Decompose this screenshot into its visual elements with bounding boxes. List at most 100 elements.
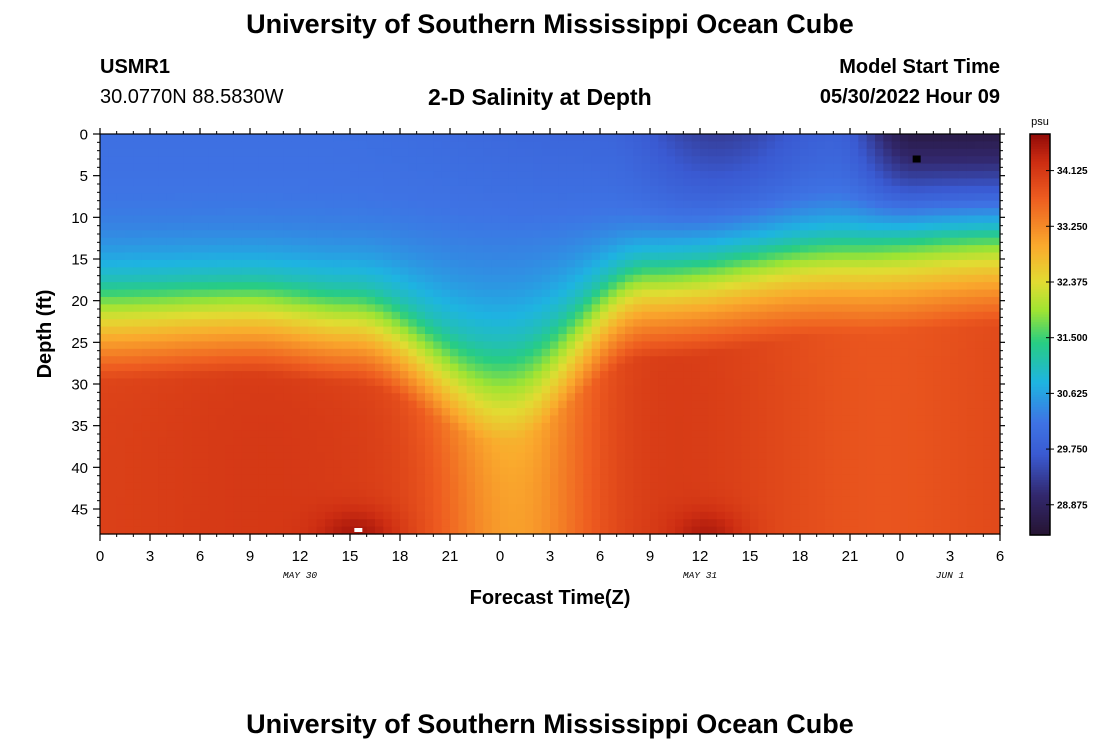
heatmap-cell — [441, 193, 451, 202]
heatmap-cell — [541, 311, 551, 320]
heatmap-cell — [850, 482, 859, 491]
heatmap-cell — [533, 519, 543, 528]
heatmap-cell — [850, 289, 859, 298]
heatmap-cell — [125, 208, 134, 217]
heatmap-cell — [583, 208, 593, 217]
heatmap-cell — [450, 393, 459, 402]
heatmap-cell — [333, 356, 343, 365]
heatmap-cell — [266, 467, 276, 476]
heatmap-cell — [825, 326, 834, 335]
heatmap-cell — [308, 467, 318, 476]
heatmap-cell — [208, 178, 218, 187]
heatmap-cell — [250, 400, 259, 409]
heatmap-cell — [125, 474, 134, 483]
heatmap-cell — [383, 408, 393, 417]
heatmap-cell — [450, 215, 459, 224]
heatmap-cell — [275, 348, 284, 357]
heatmap-cell — [850, 267, 859, 276]
heatmap-cell — [625, 437, 634, 446]
heatmap-cell — [866, 237, 876, 246]
heatmap-cell — [750, 185, 759, 194]
heatmap-cell — [491, 482, 501, 491]
heatmap-cell — [216, 437, 226, 446]
heatmap-cell — [650, 385, 659, 394]
heatmap-cell — [216, 415, 226, 424]
heatmap-cell — [125, 393, 134, 402]
heatmap-cell — [275, 319, 284, 328]
heatmap-cell — [491, 393, 501, 402]
heatmap-cell — [616, 141, 626, 150]
heatmap-cell — [858, 430, 868, 439]
heatmap-cell — [858, 171, 868, 180]
heatmap-cell — [375, 363, 384, 372]
heatmap-cell — [708, 178, 718, 187]
heatmap-cell — [466, 259, 476, 268]
heatmap-cell — [675, 193, 684, 202]
heatmap-cell — [633, 334, 643, 343]
heatmap-cell — [525, 245, 534, 254]
heatmap-cell — [600, 445, 609, 454]
heatmap-cell — [633, 526, 643, 535]
heatmap-cell — [200, 178, 209, 187]
heatmap-cell — [225, 326, 234, 335]
heatmap-cell — [191, 334, 201, 343]
heatmap-cell — [808, 296, 818, 305]
heatmap-cell — [525, 496, 534, 505]
heatmap-cell — [108, 371, 118, 380]
heatmap-cell — [700, 371, 709, 380]
heatmap-cell — [391, 141, 401, 150]
heatmap-cell — [366, 296, 376, 305]
heatmap-cell — [108, 134, 118, 143]
heatmap-cell — [500, 437, 509, 446]
heatmap-cell — [408, 519, 418, 528]
heatmap-cell — [408, 289, 418, 298]
heatmap-cell — [483, 504, 493, 513]
heatmap-cell — [191, 415, 201, 424]
heatmap-cell — [733, 311, 743, 320]
heatmap-cell — [816, 489, 826, 498]
heatmap-cell — [483, 393, 493, 402]
heatmap-cell — [116, 230, 126, 239]
heatmap-cell — [508, 171, 518, 180]
heatmap-cell — [200, 474, 209, 483]
heatmap-cell — [241, 482, 251, 491]
heatmap-cell — [325, 200, 334, 209]
heatmap-cell — [100, 489, 109, 498]
heatmap-cell — [833, 467, 843, 476]
heatmap-cell — [175, 134, 184, 143]
heatmap-cell — [375, 385, 384, 394]
heatmap-cell — [458, 148, 468, 157]
heatmap-cell — [650, 208, 659, 217]
heatmap-cell — [458, 489, 468, 498]
heatmap-cell — [483, 156, 493, 165]
heatmap-cell — [783, 245, 793, 254]
heatmap-cell — [550, 334, 559, 343]
heatmap-cell — [233, 171, 243, 180]
heatmap-cell — [108, 363, 118, 372]
heatmap-cell — [408, 163, 418, 172]
heatmap-cell — [525, 445, 534, 454]
heatmap-cell — [100, 237, 109, 246]
heatmap-cell — [316, 467, 326, 476]
heatmap-cell — [300, 208, 309, 217]
heatmap-cell — [858, 148, 868, 157]
heatmap-cell — [241, 422, 251, 431]
heatmap-cell — [775, 430, 784, 439]
heatmap-cell — [516, 141, 526, 150]
heatmap-cell — [250, 230, 259, 239]
heatmap-cell — [150, 274, 159, 283]
heatmap-cell — [125, 400, 134, 409]
heatmap-cell — [800, 274, 809, 283]
heatmap-cell — [825, 252, 834, 261]
heatmap-cell — [700, 193, 709, 202]
heatmap-cell — [358, 311, 368, 320]
heatmap-cell — [641, 141, 651, 150]
heatmap-cell — [133, 141, 143, 150]
heatmap-cell — [391, 208, 401, 217]
heatmap-cell — [233, 452, 243, 461]
heatmap-cell — [666, 178, 676, 187]
heatmap-cell — [250, 208, 259, 217]
heatmap-cell — [766, 459, 776, 468]
heatmap-cell — [158, 378, 168, 387]
heatmap-cell — [533, 482, 543, 491]
